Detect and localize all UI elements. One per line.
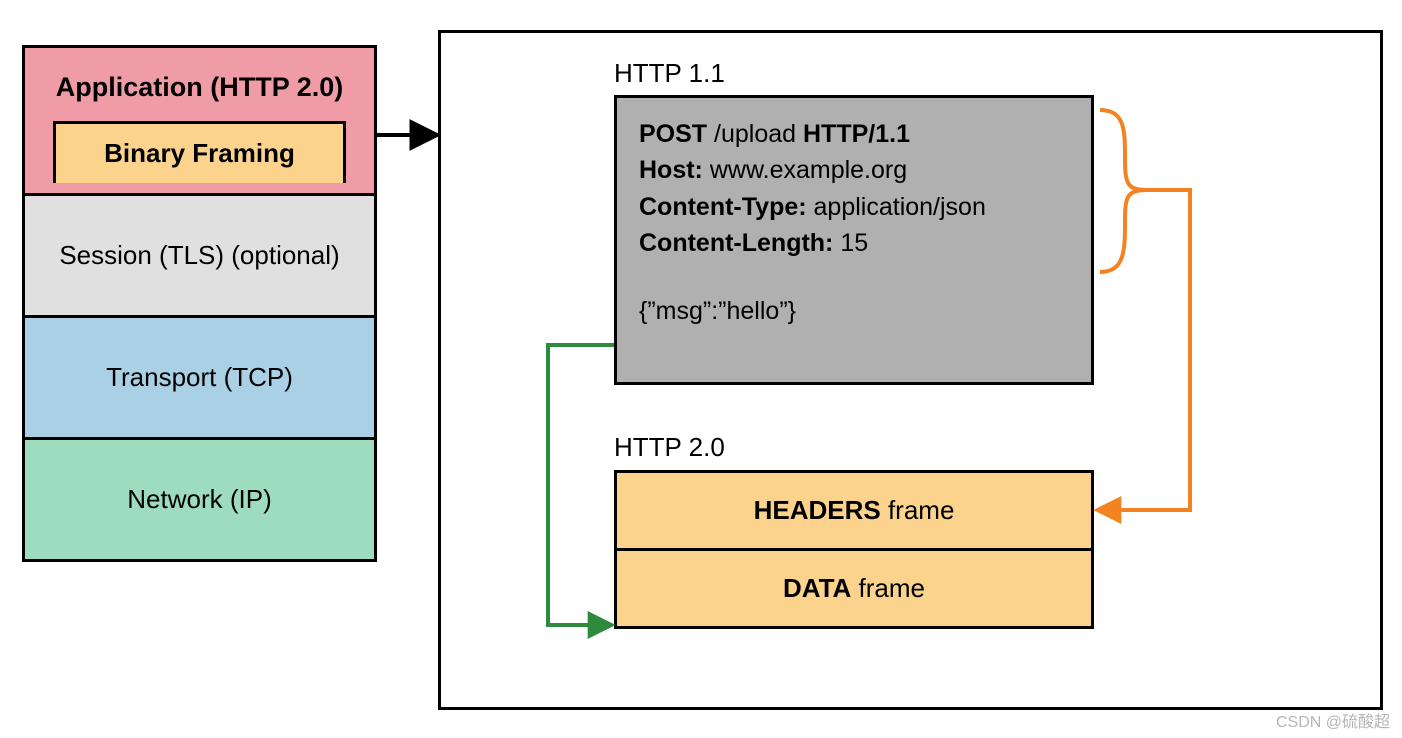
ctype-label: Content-Type: [639, 193, 807, 221]
clen-value: 15 [833, 229, 868, 257]
layer-session: Session (TLS) (optional) [25, 193, 374, 315]
http11-request-box: POST /upload HTTP/1.1 Host: www.example.… [614, 95, 1094, 385]
headers-frame-rest: frame [881, 495, 955, 525]
data-frame-bold: DATA [783, 573, 851, 603]
layer-network: Network (IP) [25, 437, 374, 559]
http11-label: HTTP 1.1 [614, 58, 725, 89]
watermark: CSDN @硫酸超 [1276, 708, 1390, 732]
host-label: Host: [639, 156, 703, 184]
layer-transport: Transport (TCP) [25, 315, 374, 437]
http11-ctype-line: Content-Type: application/json [639, 189, 1069, 225]
http20-frames-box: HEADERS frame DATA frame [614, 470, 1094, 629]
ctype-value: application/json [807, 193, 986, 221]
http-method: POST [639, 120, 707, 148]
application-title: Application (HTTP 2.0) [39, 72, 360, 103]
http11-request-line: POST /upload HTTP/1.1 [639, 116, 1069, 152]
clen-label: Content-Length: [639, 229, 833, 257]
http-path: /upload [707, 120, 803, 148]
data-frame-row: DATA frame [617, 551, 1091, 626]
http11-body: {”msg”:”hello”} [639, 293, 1069, 329]
http20-label: HTTP 2.0 [614, 432, 725, 463]
http-version: HTTP/1.1 [803, 120, 910, 148]
binary-framing-box: Binary Framing [53, 121, 346, 183]
headers-frame-bold: HEADERS [754, 495, 881, 525]
spacer [639, 261, 1069, 293]
http11-host-line: Host: www.example.org [639, 152, 1069, 188]
host-value: www.example.org [703, 156, 907, 184]
layer-application: Application (HTTP 2.0) Binary Framing [25, 48, 374, 193]
network-stack: Application (HTTP 2.0) Binary Framing Se… [22, 45, 377, 562]
http11-clen-line: Content-Length: 15 [639, 225, 1069, 261]
data-frame-rest: frame [851, 573, 925, 603]
headers-frame-row: HEADERS frame [617, 473, 1091, 551]
